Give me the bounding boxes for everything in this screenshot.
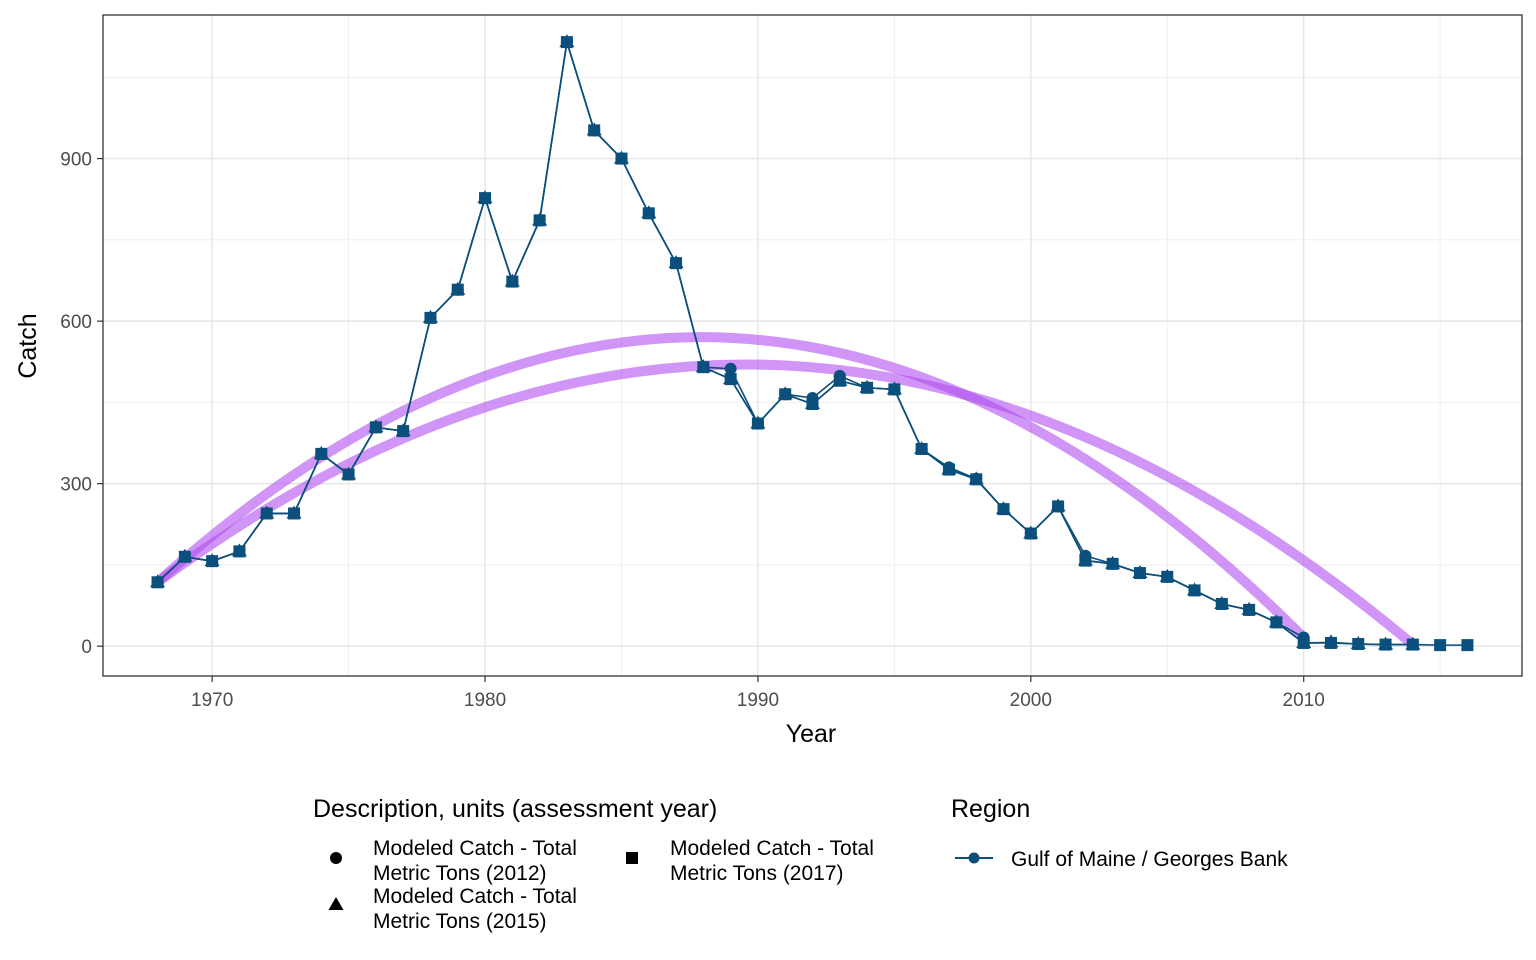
legend-region-title: Region — [951, 795, 1030, 823]
legend-label-2015-line1: Modeled Catch - Total — [373, 885, 577, 908]
legend-label-2015-line2: Metric Tons (2015) — [373, 910, 547, 933]
point-square — [1461, 639, 1474, 652]
point-square — [642, 207, 655, 220]
point-square — [697, 361, 710, 374]
svg-text:Modeled Catch - Total: Modeled Catch - Total Metric Tons (2015) — [373, 885, 583, 933]
point-square — [178, 550, 191, 563]
legend-label-2012-line2: Metric Tons (2012) — [373, 862, 547, 885]
point-square — [1324, 636, 1337, 649]
point-square — [479, 192, 492, 205]
point-square — [806, 398, 819, 411]
point-square — [615, 152, 628, 165]
plot-panel-border — [102, 14, 1523, 677]
point-square — [724, 373, 737, 386]
x-tick-label: 1980 — [464, 690, 506, 711]
legend: Description, units (assessment year) Mod… — [313, 795, 1288, 933]
y-tick-label: 900 — [60, 150, 92, 171]
point-square — [1352, 638, 1365, 651]
x-axis-title: Year — [786, 720, 837, 748]
y-tick-label: 0 — [81, 637, 92, 658]
trend-curve-1 — [152, 332, 1309, 643]
point-square — [1434, 639, 1447, 652]
point-square — [1024, 527, 1037, 540]
y-tick-label: 300 — [60, 475, 92, 496]
point-square — [506, 275, 519, 288]
point-square — [397, 425, 410, 438]
point-square — [1215, 597, 1228, 610]
data-series — [150, 34, 1474, 652]
legend-item-2015: Modeled Catch - Total Metric Tons (2015) — [328, 885, 583, 933]
point-square — [1161, 570, 1174, 583]
point-square — [1188, 584, 1201, 597]
svg-text:Modeled Catch - Total: Modeled Catch - Total Metric Tons (2017) — [670, 837, 880, 885]
point-square — [970, 473, 983, 486]
legend-item-2012: Modeled Catch - Total Metric Tons (2012) — [330, 837, 583, 885]
triangle-key-icon — [328, 897, 344, 910]
point-square — [915, 442, 928, 455]
y-axis-title: Catch — [14, 313, 42, 378]
x-tick-label: 1990 — [737, 690, 779, 711]
point-square — [533, 214, 546, 227]
point-square — [942, 463, 955, 476]
point-square — [151, 576, 164, 589]
square-key-icon — [626, 852, 638, 864]
point-square — [1133, 567, 1146, 580]
point-square — [315, 447, 328, 460]
legend-label-2012-line1: Modeled Catch - Total — [373, 837, 577, 860]
x-tick-label: 1970 — [191, 690, 233, 711]
point-square — [997, 503, 1010, 516]
x-tick-label: 2000 — [1010, 690, 1052, 711]
y-tick-label: 600 — [60, 312, 92, 333]
svg-text:Modeled Catch - Total: Modeled Catch - Total Metric Tons (2012) — [373, 837, 583, 885]
point-square — [560, 36, 573, 49]
x-tick-label: 2010 — [1283, 690, 1325, 711]
point-square — [751, 417, 764, 430]
point-square — [1079, 554, 1092, 567]
legend-region-label: Gulf of Maine / Georges Bank — [1011, 848, 1288, 871]
legend-label-2017-line2: Metric Tons (2017) — [670, 862, 844, 885]
point-square — [342, 468, 355, 481]
circle-key-icon — [330, 852, 342, 864]
point-square — [833, 374, 846, 387]
point-square — [670, 257, 683, 270]
point-square — [1106, 557, 1119, 570]
point-square — [1379, 638, 1392, 651]
point-square — [779, 388, 792, 401]
point-square — [1243, 603, 1256, 616]
y-axis-ticks: 0 300 600 900 — [60, 150, 103, 658]
point-square — [861, 381, 874, 394]
point-square — [233, 545, 246, 558]
point-square — [288, 507, 301, 520]
trend-curve-2 — [152, 359, 1418, 650]
point-square — [424, 311, 437, 324]
legend-label-2017-line1: Modeled Catch - Total — [670, 837, 874, 860]
point-square — [260, 507, 273, 520]
point-square — [888, 383, 901, 396]
point-square — [1406, 638, 1419, 651]
region-point-key-icon — [968, 852, 980, 864]
point-square — [588, 124, 601, 137]
point-square — [369, 421, 382, 434]
legend-shape-title: Description, units (assessment year) — [313, 795, 717, 823]
point-square — [1270, 616, 1283, 629]
point-square — [206, 555, 219, 568]
legend-item-2017: Modeled Catch - Total Metric Tons (2017) — [626, 837, 880, 885]
legend-item-region: Gulf of Maine / Georges Bank — [955, 848, 1288, 871]
point-circle — [724, 362, 737, 375]
point-square — [1052, 500, 1065, 513]
x-axis-ticks: 1970 1980 1990 2000 2010 — [191, 676, 1325, 711]
point-square — [1297, 636, 1310, 649]
trend-curves — [152, 332, 1418, 650]
point-square — [451, 283, 464, 296]
